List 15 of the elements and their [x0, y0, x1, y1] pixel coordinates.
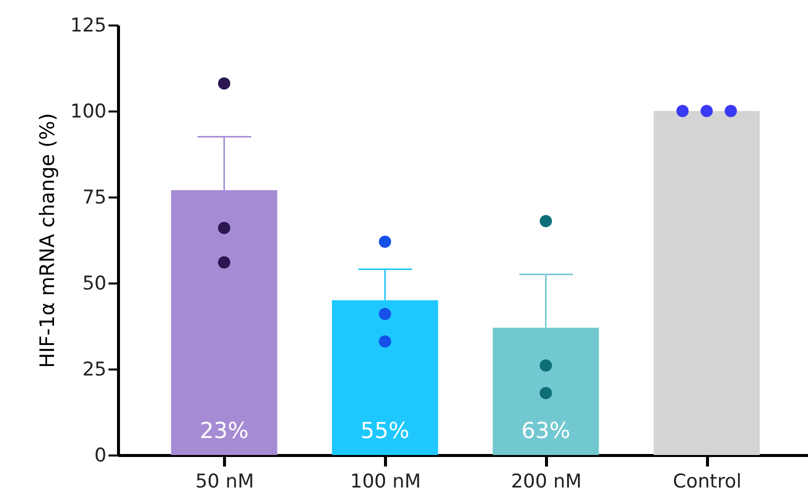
x-tick-label: 50 nM	[195, 470, 254, 492]
x-tick-label: 100 nM	[350, 470, 421, 492]
y-tick-label: 0	[94, 444, 106, 466]
annotation: 63%	[521, 419, 570, 444]
annotation: 55%	[360, 419, 410, 444]
bar	[654, 111, 760, 455]
y-tick-label: 125	[70, 14, 106, 36]
x-tick-label: 200 nM	[510, 470, 582, 492]
y-tick-label: 75	[82, 186, 106, 208]
y-tick-label: 25	[82, 358, 106, 380]
annotation: 23%	[200, 419, 249, 444]
y-axis-title: HIF-1α mRNA change (%)	[35, 113, 60, 368]
x-tick-label: Control	[672, 470, 742, 492]
y-tick-label: 50	[82, 272, 106, 294]
y-tick-label: 100	[70, 100, 106, 122]
